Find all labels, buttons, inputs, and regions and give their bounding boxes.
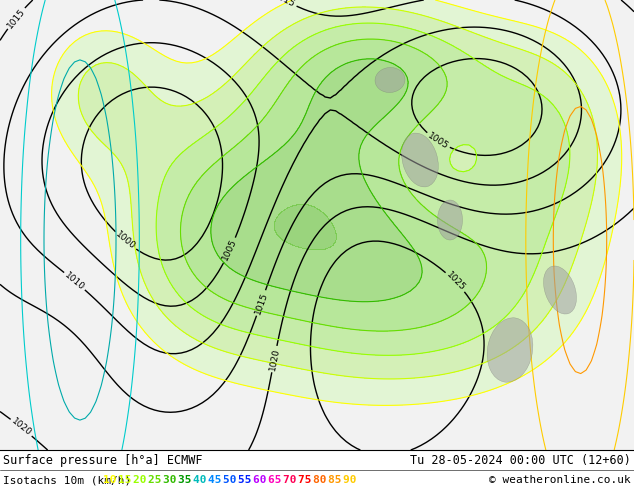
- Text: 25: 25: [148, 475, 168, 485]
- Text: 90: 90: [343, 475, 363, 485]
- Text: 1015: 1015: [5, 6, 27, 30]
- Text: 60: 60: [253, 475, 273, 485]
- Text: 65: 65: [268, 475, 288, 485]
- Text: 1005: 1005: [221, 238, 239, 262]
- Text: 55: 55: [238, 475, 258, 485]
- Text: 50: 50: [223, 475, 243, 485]
- Text: Isotachs 10m (km/h): Isotachs 10m (km/h): [3, 475, 138, 485]
- Ellipse shape: [375, 68, 405, 93]
- Text: 30: 30: [163, 475, 183, 485]
- Text: 1015: 1015: [272, 0, 297, 9]
- Text: 1005: 1005: [426, 131, 450, 151]
- Ellipse shape: [487, 318, 533, 382]
- Text: 70: 70: [283, 475, 303, 485]
- Text: 75: 75: [298, 475, 318, 485]
- Text: 80: 80: [313, 475, 333, 485]
- Text: 1025: 1025: [444, 270, 467, 293]
- Text: 1015: 1015: [253, 291, 269, 315]
- Ellipse shape: [437, 200, 462, 240]
- Text: 45: 45: [208, 475, 228, 485]
- Ellipse shape: [543, 266, 576, 314]
- Text: Tu 28-05-2024 00:00 UTC (12+60): Tu 28-05-2024 00:00 UTC (12+60): [410, 454, 631, 466]
- Text: 40: 40: [193, 475, 213, 485]
- Text: © weatheronline.co.uk: © weatheronline.co.uk: [489, 475, 631, 485]
- Text: 1010: 1010: [63, 270, 86, 292]
- Text: 20: 20: [133, 475, 153, 485]
- Text: 85: 85: [328, 475, 348, 485]
- Text: 15: 15: [118, 475, 138, 485]
- Text: 35: 35: [178, 475, 198, 485]
- Text: 1020: 1020: [10, 417, 33, 438]
- Text: 1000: 1000: [113, 230, 137, 252]
- Text: 10: 10: [103, 475, 123, 485]
- Text: 1020: 1020: [268, 347, 281, 371]
- Text: Surface pressure [h°a] ECMWF: Surface pressure [h°a] ECMWF: [3, 454, 202, 466]
- Bar: [0, 450, 634, 490]
- Ellipse shape: [402, 133, 438, 187]
